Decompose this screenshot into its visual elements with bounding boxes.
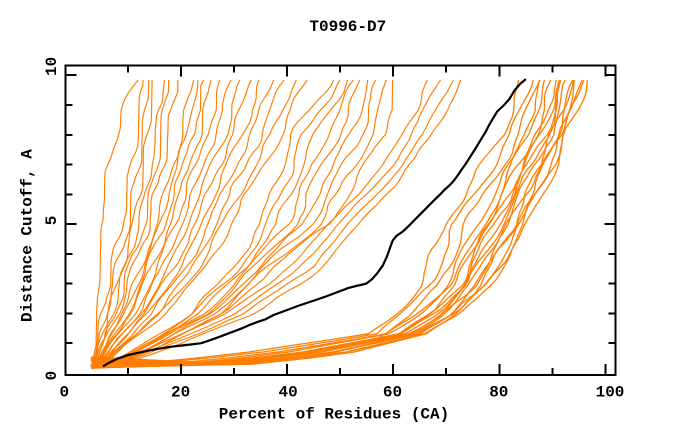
svg-text:40: 40 [278, 384, 297, 402]
svg-text:Percent of Residues (CA): Percent of Residues (CA) [219, 406, 449, 424]
svg-text:20: 20 [171, 384, 190, 402]
svg-text:60: 60 [383, 384, 402, 402]
svg-text:0: 0 [43, 371, 61, 381]
svg-text:100: 100 [596, 384, 625, 402]
svg-text:5: 5 [43, 216, 61, 226]
svg-text:0: 0 [59, 384, 69, 402]
svg-text:10: 10 [43, 57, 61, 76]
svg-text:T0996-D7: T0996-D7 [309, 18, 386, 36]
svg-text:Distance Cutoff, A: Distance Cutoff, A [19, 149, 37, 322]
svg-text:80: 80 [489, 384, 508, 402]
